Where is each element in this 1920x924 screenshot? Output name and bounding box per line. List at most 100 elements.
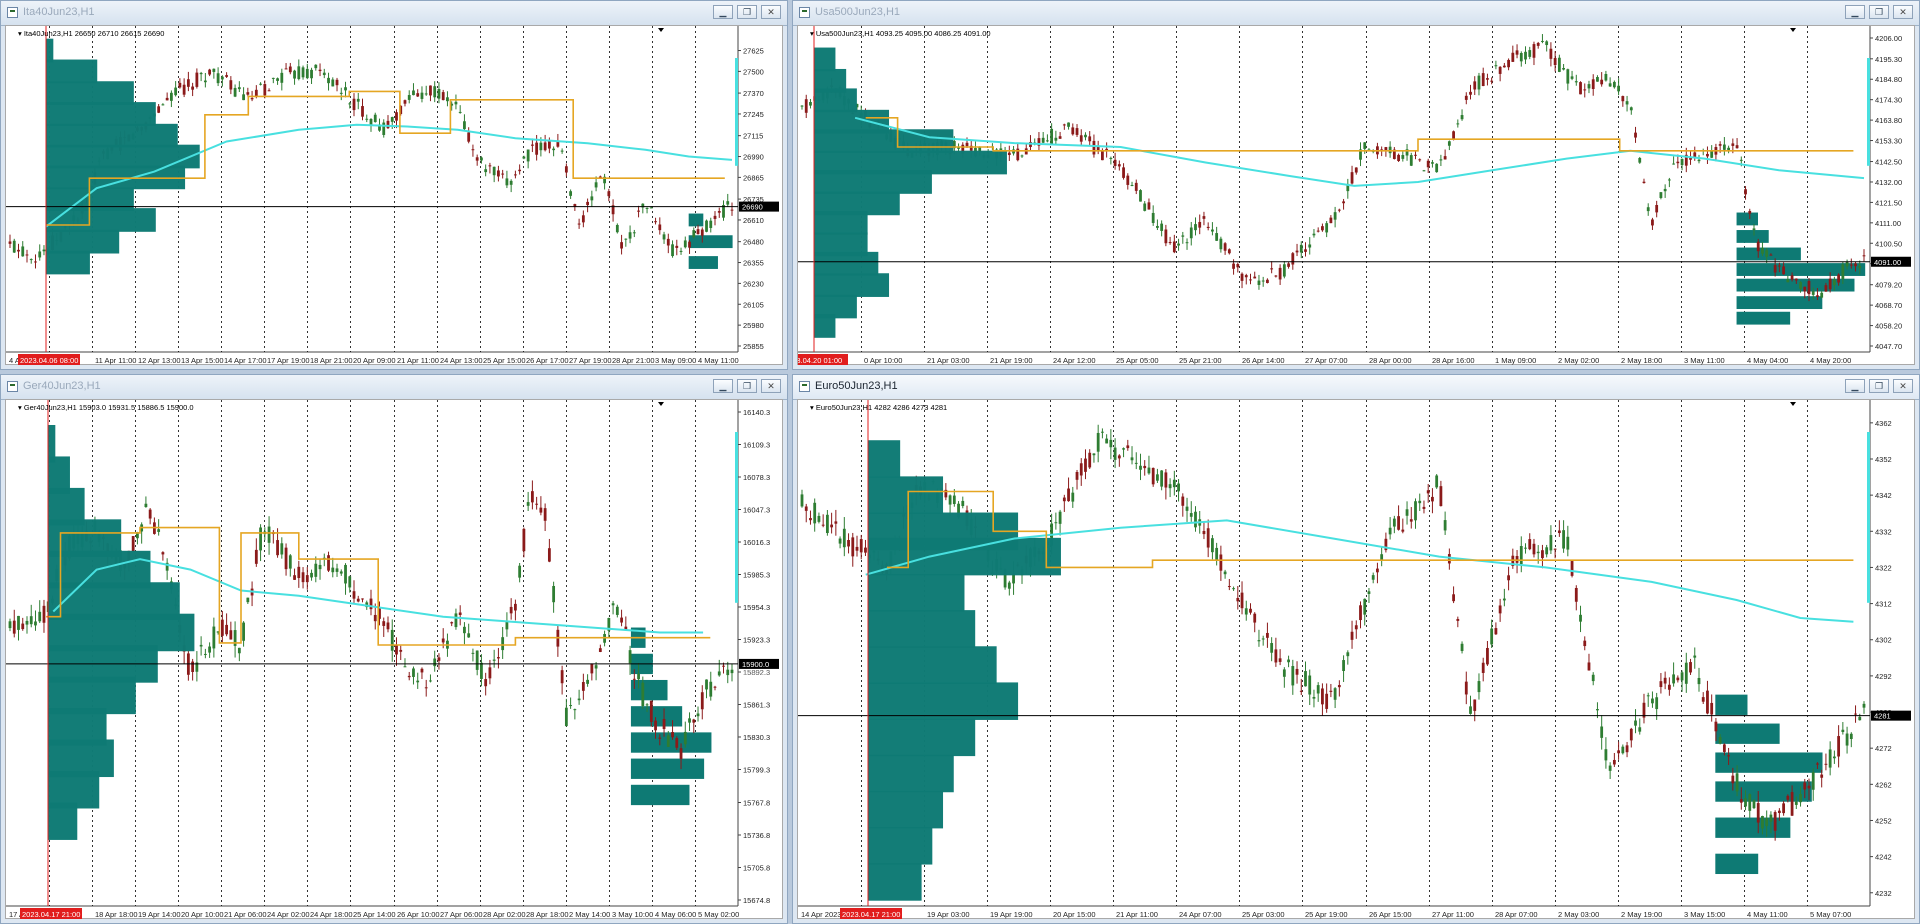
candle-body	[208, 69, 212, 75]
candle-body	[505, 178, 509, 186]
candle-body	[1689, 157, 1692, 160]
close-button[interactable]: ✕	[761, 379, 781, 393]
candle-body	[1625, 101, 1629, 105]
candle-body	[199, 72, 203, 75]
candle-body	[157, 106, 161, 113]
candle-body	[1249, 608, 1252, 613]
chart-plot-area[interactable]: ▾ Usa500Jun23,H1 4093.25 4095.00 4086.25…	[797, 25, 1915, 365]
moving-average-line	[45, 123, 733, 228]
chart-shift-icon	[1790, 402, 1796, 406]
current-price-box	[1871, 710, 1911, 721]
candle-body	[1007, 582, 1011, 589]
minimize-button[interactable]: ▁	[1845, 5, 1865, 19]
x-tick-label: 12 Apr 13:00	[138, 356, 181, 365]
chart-plot-area[interactable]: ▾ Ita40Jun23,H1 26650 26710 26615 26690 2…	[5, 25, 783, 365]
chart-window-ger40[interactable]: Ger40Jun23,H1 ▁ ❐ ✕ ▾ Ger40Jun23,H1 1590…	[0, 374, 788, 924]
y-tick-label: 26735	[743, 195, 764, 204]
candle-body	[424, 93, 428, 95]
minimize-button[interactable]: ▁	[713, 5, 733, 19]
candle-body	[1329, 690, 1333, 692]
price-chart-svg[interactable]: ▾ Euro50Jun23,H1 4282 4286 4273 4281 4362…	[798, 400, 1916, 920]
x-tick-label: 18 Apr 18:00	[95, 910, 138, 919]
volume-profile-bar	[46, 229, 120, 254]
candle-body	[713, 686, 717, 688]
window-titlebar[interactable]: Ger40Jun23,H1 ▁ ❐ ✕	[1, 375, 787, 400]
chart-window-ita40[interactable]: Ita40Jun23,H1 ▁ ❐ ✕ ▾ Ita40Jun23,H1 2665…	[0, 0, 788, 370]
x-tick-label: 3 May 09:00	[655, 356, 696, 365]
chart-plot-area[interactable]: ▾ Euro50Jun23,H1 4282 4286 4273 4281 4362…	[797, 399, 1915, 919]
candle-body	[1342, 201, 1345, 204]
close-button[interactable]: ✕	[761, 5, 781, 19]
price-chart-svg[interactable]: ▾ Usa500Jun23,H1 4093.25 4095.00 4086.25…	[798, 26, 1916, 366]
minimize-button[interactable]: ▁	[1845, 379, 1865, 393]
candle-body	[212, 68, 216, 72]
volume-profile-bar	[868, 827, 933, 865]
y-tick-label: 4272	[1875, 744, 1892, 753]
candle-body	[1257, 280, 1261, 285]
x-tick-label: 14 Apr 17:00	[224, 356, 267, 365]
candle-body	[1600, 726, 1604, 738]
candle-body	[586, 201, 589, 206]
volume-profile-bar	[46, 102, 156, 126]
price-chart-svg[interactable]: ▾ Ita40Jun23,H1 26650 26710 26615 26690 2…	[6, 26, 784, 366]
candle-body	[1790, 792, 1794, 816]
candle-body	[1524, 547, 1527, 549]
candle-body	[407, 95, 411, 100]
candle-body	[136, 532, 139, 539]
candle-body	[220, 76, 224, 80]
chart-window-euro50[interactable]: Euro50Jun23,H1 ▁ ❐ ✕ ▾ Euro50Jun23,H1 42…	[792, 374, 1920, 924]
window-titlebar[interactable]: Euro50Jun23,H1 ▁ ❐ ✕	[793, 375, 1919, 400]
candle-body	[1244, 608, 1248, 615]
candle-body	[310, 572, 313, 578]
x-tick-label: 28 Apr 02:00	[483, 910, 526, 919]
candle-body	[165, 97, 169, 101]
candle-body	[666, 238, 670, 246]
close-button[interactable]: ✕	[1893, 379, 1913, 393]
candle-body	[1139, 190, 1142, 202]
y-tick-label: 4163.80	[1875, 116, 1902, 125]
candle-body	[1219, 238, 1223, 250]
minimize-button[interactable]: ▁	[713, 379, 733, 393]
candle-body	[301, 572, 305, 583]
x-tick-label: 17 A	[9, 910, 24, 919]
candle-body	[1490, 80, 1494, 82]
restore-button[interactable]: ❐	[737, 5, 757, 19]
price-chart-svg[interactable]: ▾ Ger40Jun23,H1 15903.0 15931.5 15886.5 …	[6, 400, 784, 920]
chart-plot-area[interactable]: ▾ Ger40Jun23,H1 15903.0 15931.5 15886.5 …	[5, 399, 783, 919]
candle-body	[382, 621, 386, 626]
candle-body	[1604, 749, 1608, 761]
chart-shift-icon	[658, 402, 664, 406]
candle-body	[233, 630, 237, 646]
candle-body	[412, 90, 415, 96]
candle-body	[700, 692, 704, 710]
x-tick-label: 11 Apr 11:00	[95, 356, 136, 365]
restore-button[interactable]: ❐	[737, 379, 757, 393]
candle-body	[1096, 432, 1100, 452]
date-marker-box	[18, 354, 80, 365]
x-tick-label: 2 May 18:00	[1621, 356, 1662, 365]
candle-body	[407, 675, 411, 678]
candle-body	[1549, 48, 1553, 59]
x-tick-label: 24 Apr 18:00	[310, 910, 353, 919]
close-button[interactable]: ✕	[1893, 5, 1913, 19]
candle-body	[594, 182, 598, 188]
candle-body	[1431, 496, 1434, 502]
candle-body	[1824, 763, 1828, 765]
restore-button[interactable]: ❐	[1869, 379, 1889, 393]
candle-body	[1502, 65, 1506, 68]
candle-body	[8, 241, 12, 244]
chart-window-usa500[interactable]: Usa500Jun23,H1 ▁ ❐ ✕ ▾ Usa500Jun23,H1 40…	[792, 0, 1920, 370]
window-titlebar[interactable]: Usa500Jun23,H1 ▁ ❐ ✕	[793, 1, 1919, 26]
candle-body	[598, 176, 602, 178]
volume-profile-bar	[814, 68, 847, 93]
candle-body	[335, 79, 339, 86]
window-titlebar[interactable]: Ita40Jun23,H1 ▁ ❐ ✕	[1, 1, 787, 26]
candle-body	[809, 518, 812, 521]
y-tick-label: 4121.50	[1875, 198, 1902, 207]
candle-body	[1359, 149, 1362, 160]
candle-body	[293, 575, 296, 580]
candle-body	[390, 629, 394, 651]
candle-body	[590, 196, 594, 201]
candle-body	[1507, 59, 1510, 68]
restore-button[interactable]: ❐	[1869, 5, 1889, 19]
